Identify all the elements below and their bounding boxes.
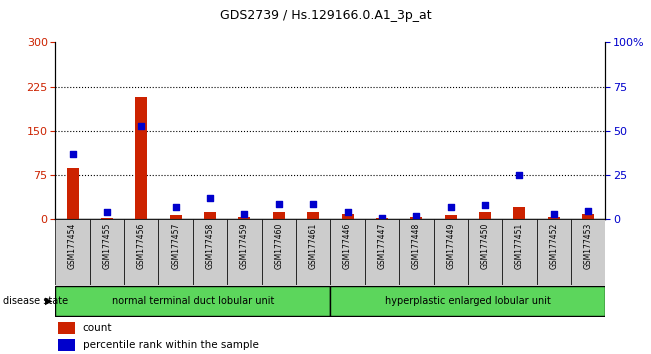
Bar bbox=[399, 219, 434, 285]
Text: GSM177449: GSM177449 bbox=[446, 223, 455, 269]
Bar bbox=[58, 322, 75, 334]
Text: ▶: ▶ bbox=[44, 296, 52, 306]
Text: GSM177447: GSM177447 bbox=[378, 223, 387, 269]
Point bbox=[171, 204, 181, 210]
Point bbox=[411, 213, 422, 219]
Text: GSM177458: GSM177458 bbox=[206, 223, 215, 269]
Bar bbox=[158, 219, 193, 285]
Point bbox=[445, 204, 456, 210]
Text: disease state: disease state bbox=[3, 296, 68, 306]
Bar bbox=[170, 215, 182, 219]
Text: GSM177461: GSM177461 bbox=[309, 223, 318, 269]
Bar bbox=[410, 217, 422, 219]
Text: GSM177454: GSM177454 bbox=[68, 223, 77, 269]
Bar bbox=[342, 213, 353, 219]
Text: GSM177446: GSM177446 bbox=[343, 223, 352, 269]
Bar bbox=[582, 213, 594, 219]
Bar bbox=[273, 212, 285, 219]
Text: count: count bbox=[83, 323, 113, 333]
Text: GSM177451: GSM177451 bbox=[515, 223, 524, 269]
Text: percentile rank within the sample: percentile rank within the sample bbox=[83, 340, 258, 350]
Bar bbox=[479, 212, 491, 219]
Bar bbox=[445, 215, 457, 219]
Point bbox=[205, 195, 215, 201]
Bar bbox=[238, 217, 251, 219]
Bar bbox=[66, 167, 79, 219]
Text: GSM177448: GSM177448 bbox=[412, 223, 421, 269]
Bar bbox=[365, 219, 399, 285]
Text: GSM177457: GSM177457 bbox=[171, 223, 180, 269]
Text: GSM177452: GSM177452 bbox=[549, 223, 559, 269]
Point bbox=[273, 201, 284, 206]
Bar bbox=[90, 219, 124, 285]
Bar bbox=[536, 219, 571, 285]
Text: GSM177453: GSM177453 bbox=[584, 223, 593, 269]
Point bbox=[480, 202, 490, 208]
Text: GSM177456: GSM177456 bbox=[137, 223, 146, 269]
Bar bbox=[193, 219, 227, 285]
Bar bbox=[101, 218, 113, 219]
Point bbox=[377, 215, 387, 221]
Bar bbox=[468, 219, 503, 285]
Bar bbox=[434, 219, 468, 285]
Text: GSM177450: GSM177450 bbox=[480, 223, 490, 269]
Bar bbox=[307, 212, 319, 219]
Point bbox=[67, 151, 77, 157]
Point bbox=[549, 211, 559, 217]
Point bbox=[342, 210, 353, 215]
Bar bbox=[262, 219, 296, 285]
Text: GSM177459: GSM177459 bbox=[240, 223, 249, 269]
Text: normal terminal duct lobular unit: normal terminal duct lobular unit bbox=[112, 296, 274, 306]
Bar bbox=[204, 212, 216, 219]
Point bbox=[102, 210, 112, 215]
Bar bbox=[548, 217, 560, 219]
Point bbox=[308, 201, 318, 206]
Text: GSM177455: GSM177455 bbox=[102, 223, 111, 269]
Bar bbox=[514, 206, 525, 219]
Bar bbox=[227, 219, 262, 285]
Bar bbox=[58, 339, 75, 350]
Point bbox=[514, 172, 525, 178]
Bar bbox=[135, 97, 147, 219]
Bar bbox=[503, 219, 536, 285]
Text: GSM177460: GSM177460 bbox=[274, 223, 283, 269]
Bar bbox=[124, 219, 158, 285]
Point bbox=[136, 123, 146, 129]
Bar bbox=[296, 219, 330, 285]
Bar bbox=[330, 286, 605, 316]
Bar bbox=[55, 286, 330, 316]
Bar bbox=[376, 218, 388, 219]
Text: GDS2739 / Hs.129166.0.A1_3p_at: GDS2739 / Hs.129166.0.A1_3p_at bbox=[219, 9, 432, 22]
Bar bbox=[55, 219, 90, 285]
Bar bbox=[330, 219, 365, 285]
Point bbox=[583, 208, 594, 213]
Bar bbox=[571, 219, 605, 285]
Text: hyperplastic enlarged lobular unit: hyperplastic enlarged lobular unit bbox=[385, 296, 551, 306]
Point bbox=[239, 211, 249, 217]
